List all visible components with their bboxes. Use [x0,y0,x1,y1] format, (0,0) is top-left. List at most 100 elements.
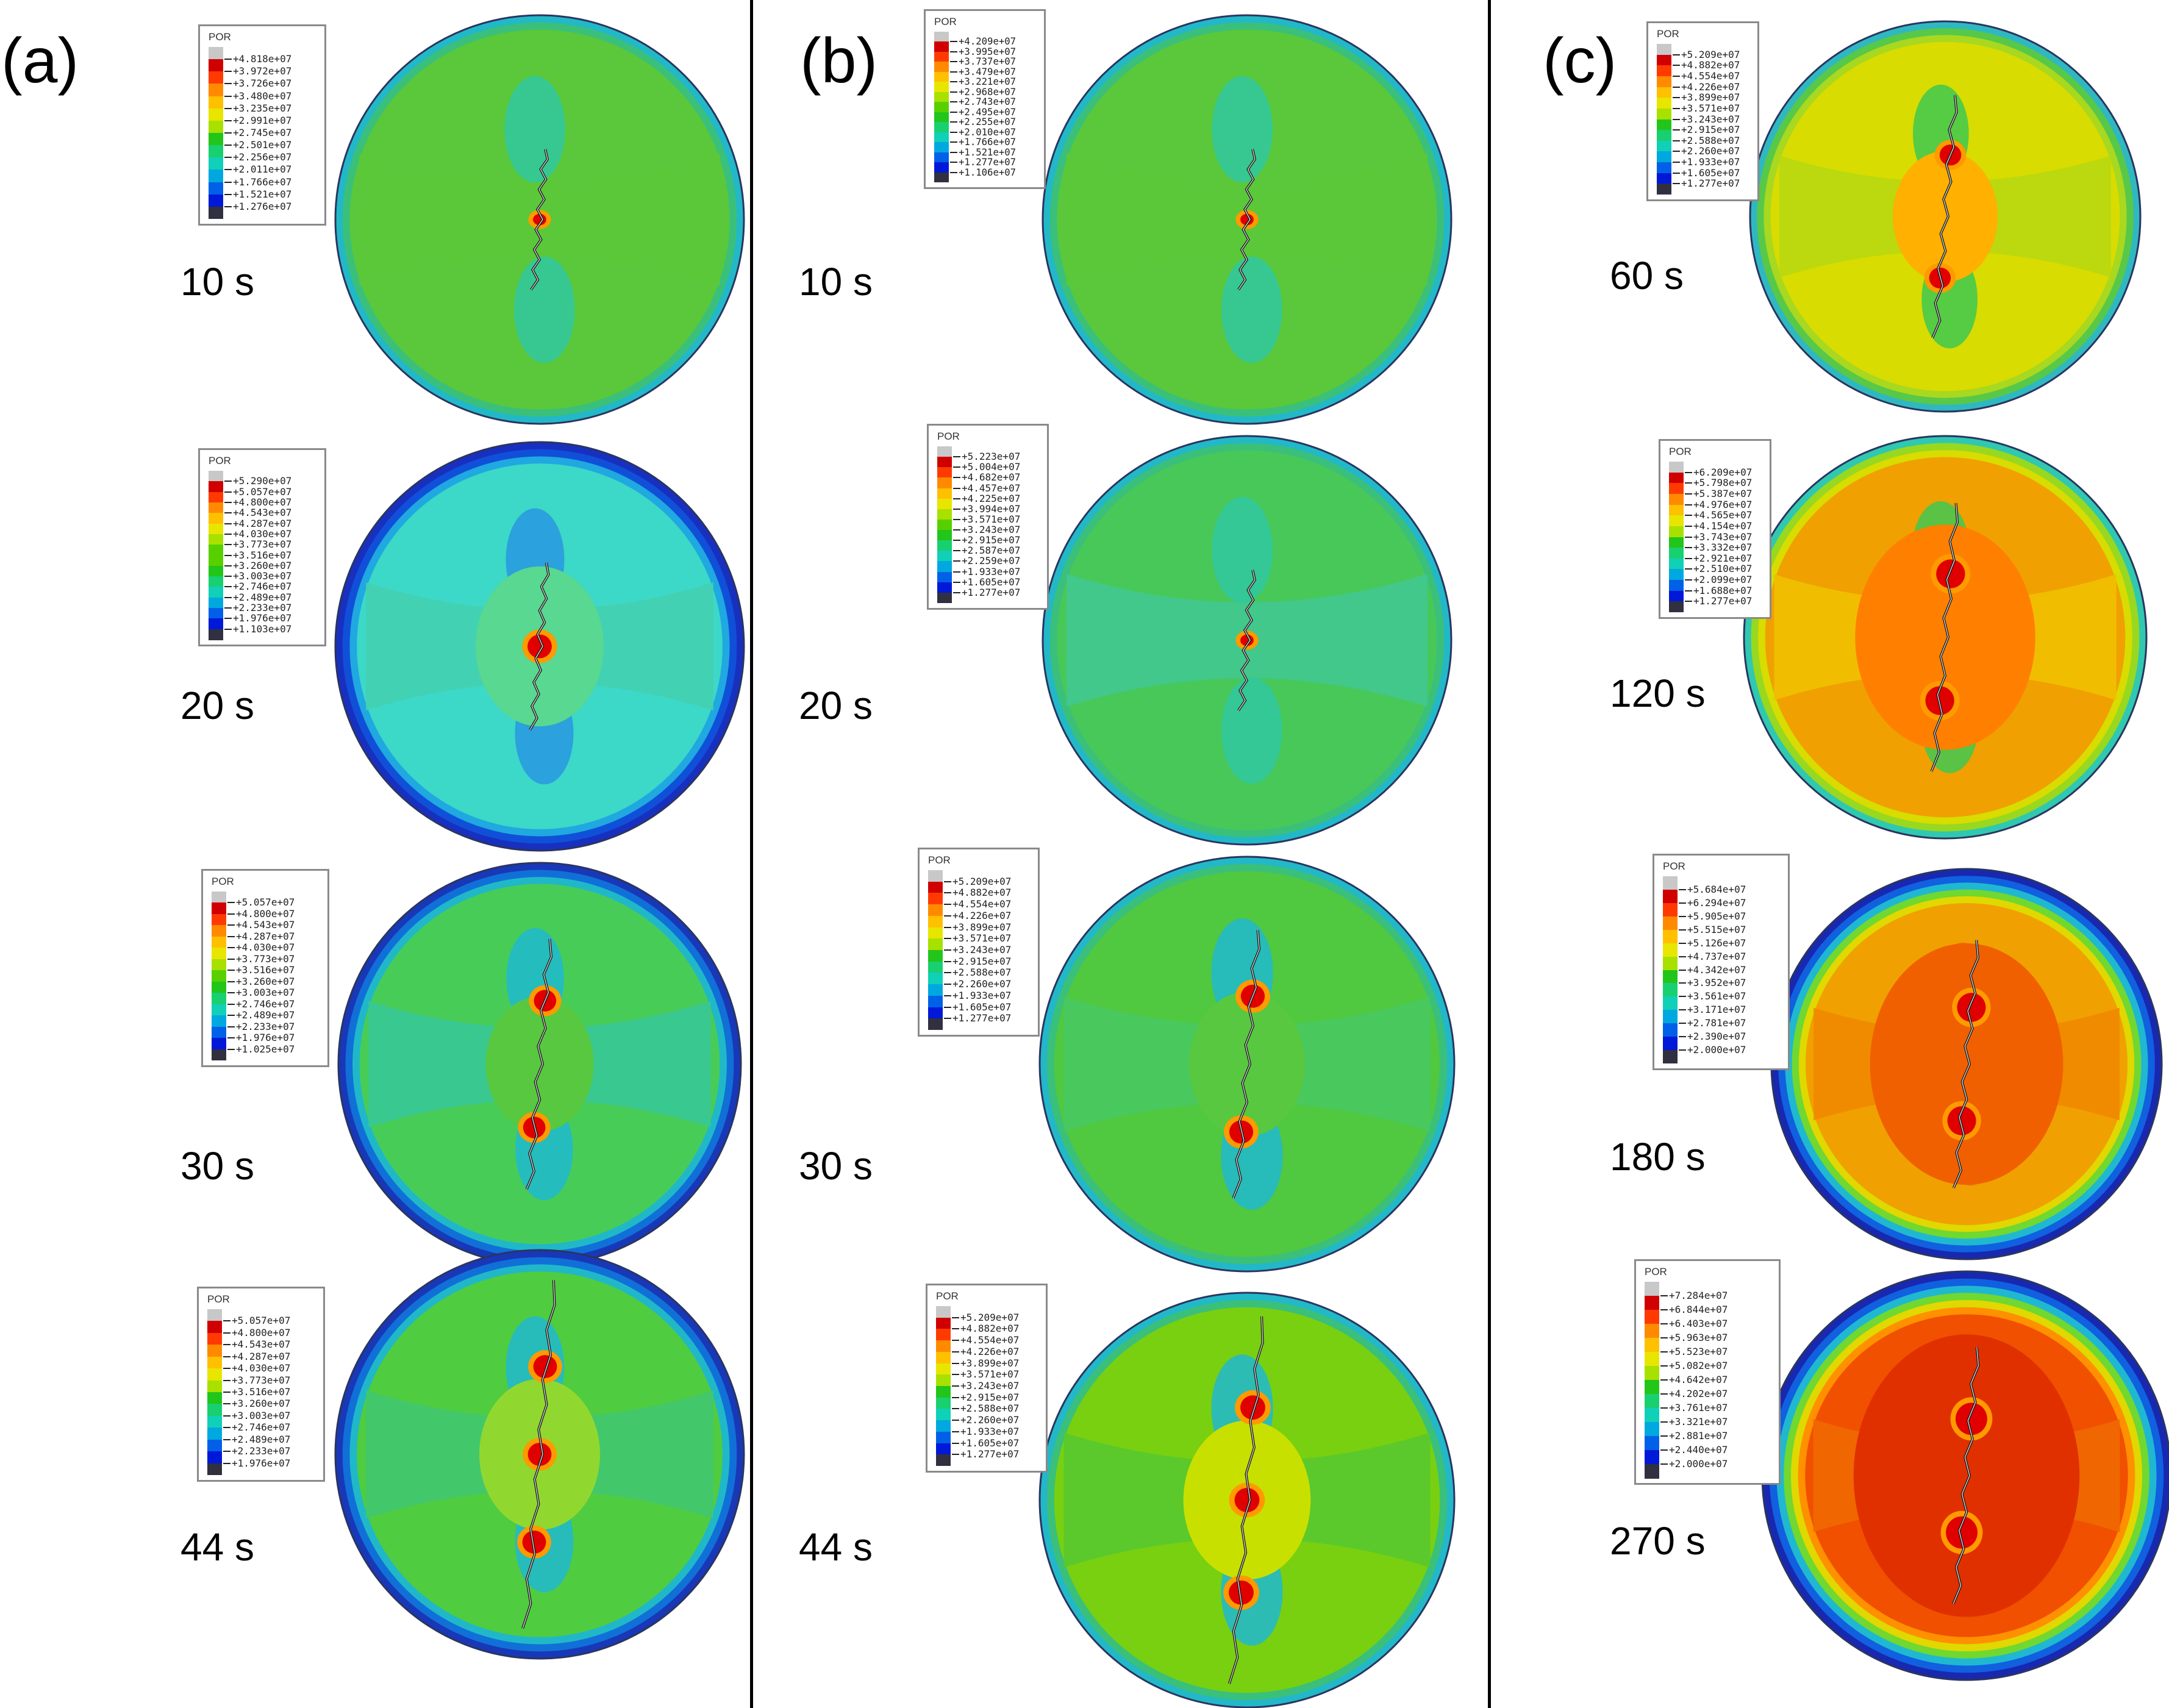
legend-tick [953,508,960,510]
legend-tick [950,131,957,133]
pressure-peak [1240,634,1254,646]
contour-lobe [504,76,566,183]
legend-tick [950,91,957,93]
legend-swatch [209,194,223,207]
legend-swatch [1645,1296,1659,1310]
legend-swatch [1645,1408,1659,1423]
legend-swatch [1645,1436,1659,1451]
legend-tick [953,456,960,458]
legend-value: +1.521e+07 [233,188,292,200]
contour-lobe [1221,677,1282,784]
legend-tick [1660,1295,1668,1296]
time-label: 270 s [1610,1519,1706,1563]
color-legend: POR +5.209e+07 +4.882e+07 +4.554e+07 +4.226e… [1646,21,1759,201]
legend-tick [1685,590,1692,591]
legend-value: +2.781e+07 [1687,1017,1746,1029]
legend-value: +2.440e+07 [1669,1444,1728,1456]
legend-tick [1685,536,1692,538]
legend-tick [950,141,957,143]
legend-value: +2.510e+07 [1693,563,1753,575]
legend-swatch [937,592,952,604]
legend-swatch [1663,943,1678,957]
legend-swatch [1669,580,1684,591]
legend-value: +1.933e+07 [962,565,1021,577]
legend-value: +2.256e+07 [233,151,292,163]
legend-tick [952,1431,959,1432]
legend-swatch [212,936,226,948]
legend-swatch [209,170,223,183]
legend-swatch [207,1428,222,1440]
legend-tick [224,95,232,97]
legend-tick [952,1374,959,1376]
legend-tick [952,1396,959,1398]
legend-tick [950,41,957,43]
disc-outline [1743,435,2148,840]
legend-value: +4.882e+07 [960,1323,1020,1335]
legend-value: +2.099e+07 [1693,574,1753,586]
legend-value: +3.243e+07 [962,524,1021,536]
legend-value: +3.899e+07 [1681,91,1740,104]
legend-swatch [928,904,943,917]
legend-swatch [937,446,952,457]
legend-tick [227,1037,235,1039]
legend-swatch [928,973,943,985]
legend-value: +2.260e+07 [1681,145,1740,157]
legend-swatch [209,182,223,195]
legend-tick [223,1379,230,1381]
color-legend: POR +5.290e+07 +5.057e+07 +4.800e+07 +4.543e… [198,448,326,646]
legend-tick [227,992,235,994]
legend-tick [223,1438,230,1440]
legend-swatch [209,471,223,482]
legend-tick [944,949,951,951]
legend-swatch [1669,483,1684,495]
legend-tick [1685,493,1692,495]
legend-tick [952,1351,959,1352]
legend-swatch [936,1374,951,1387]
legend-swatch [1645,1352,1659,1367]
legend-swatch [1657,98,1671,109]
legend-value: +2.489e+07 [232,1433,291,1445]
legend-tick [227,924,235,926]
legend-value: +2.390e+07 [1687,1031,1746,1043]
legend-tick [953,540,960,541]
legend-value: +2.010e+07 [959,126,1017,138]
color-legend: POR +4.818e+07 +3.972e+07 +3.726e+07 +3.480e… [198,24,326,226]
color-legend: POR +4.209e+07 +3.995e+07 +3.737e+07 +3.479e… [924,9,1046,189]
legend-value: +3.235e+07 [233,102,292,114]
legend-value: +1.605e+07 [952,1001,1012,1013]
legend-value: +3.726e+07 [233,77,292,90]
legend-tick [952,1385,959,1387]
legend-tick [953,550,960,552]
legend-tick [950,51,957,52]
legend-tick [944,960,951,962]
contour-core [1853,1334,2080,1617]
legend-swatch [934,122,949,133]
legend-tick [1679,929,1686,931]
legend-swatch [207,1309,222,1321]
legend-value: +5.290e+07 [233,475,292,487]
legend-swatch [1663,1050,1678,1064]
legend-value: +1.976e+07 [232,1457,291,1469]
legend-value: +5.223e+07 [962,451,1021,463]
legend-tick [1660,1435,1668,1437]
legend-tick [953,487,960,489]
legend-value: +2.745e+07 [233,127,292,138]
legend-tick [1685,601,1692,602]
pressure-peak [1229,1580,1254,1605]
legend-swatch [207,1345,222,1357]
legend-swatch [928,881,943,893]
legend-swatch [937,561,952,573]
legend-value: +2.915e+07 [962,534,1021,546]
legend-value: +4.800e+07 [232,1326,291,1338]
legend-value: +5.209e+07 [960,1311,1020,1323]
legend-tick [223,1320,230,1322]
legend-value: +3.773e+07 [232,1374,291,1386]
pressure-peak [1957,993,1986,1022]
legend-swatch [937,540,952,551]
legend-swatch [1663,902,1678,917]
legend-value: +5.057e+07 [232,1315,291,1327]
contour-core [1855,524,2035,750]
